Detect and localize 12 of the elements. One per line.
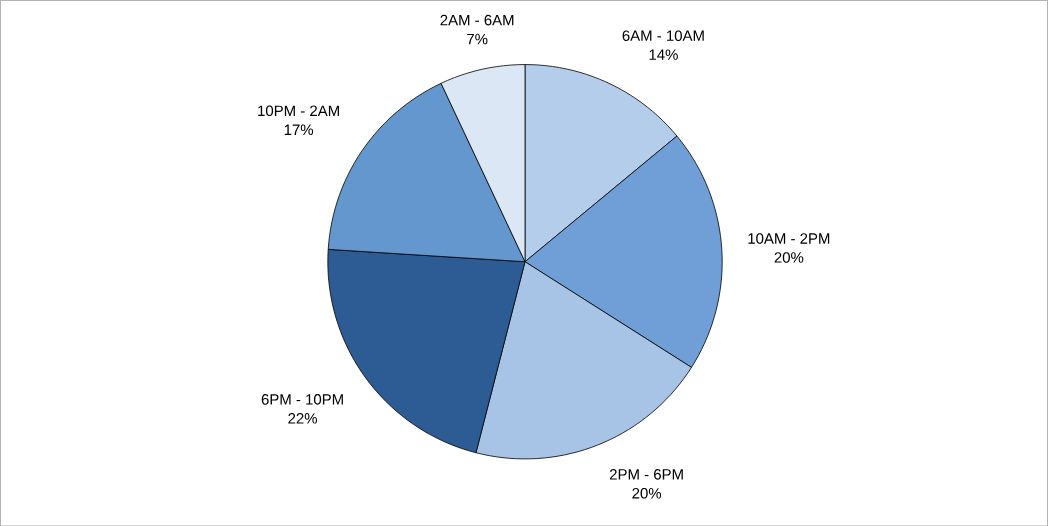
slice-label: 10AM - 2PM — [748, 232, 830, 244]
data-label: 14% — [649, 49, 678, 60]
data-label: 17% — [284, 124, 314, 135]
data-label: 22% — [288, 412, 318, 424]
slice-label: 6PM - 10PM — [261, 393, 343, 405]
data-label: 20% — [774, 251, 804, 263]
data-label: 20% — [632, 487, 662, 499]
data-label: 7% — [467, 33, 488, 45]
slice-label: 10PM - 2AM — [258, 105, 339, 116]
slice-label: 2PM - 6PM — [609, 468, 683, 480]
slice-label: 2AM - 6AM — [440, 14, 514, 26]
slice-label: 6AM - 10AM — [622, 30, 704, 41]
